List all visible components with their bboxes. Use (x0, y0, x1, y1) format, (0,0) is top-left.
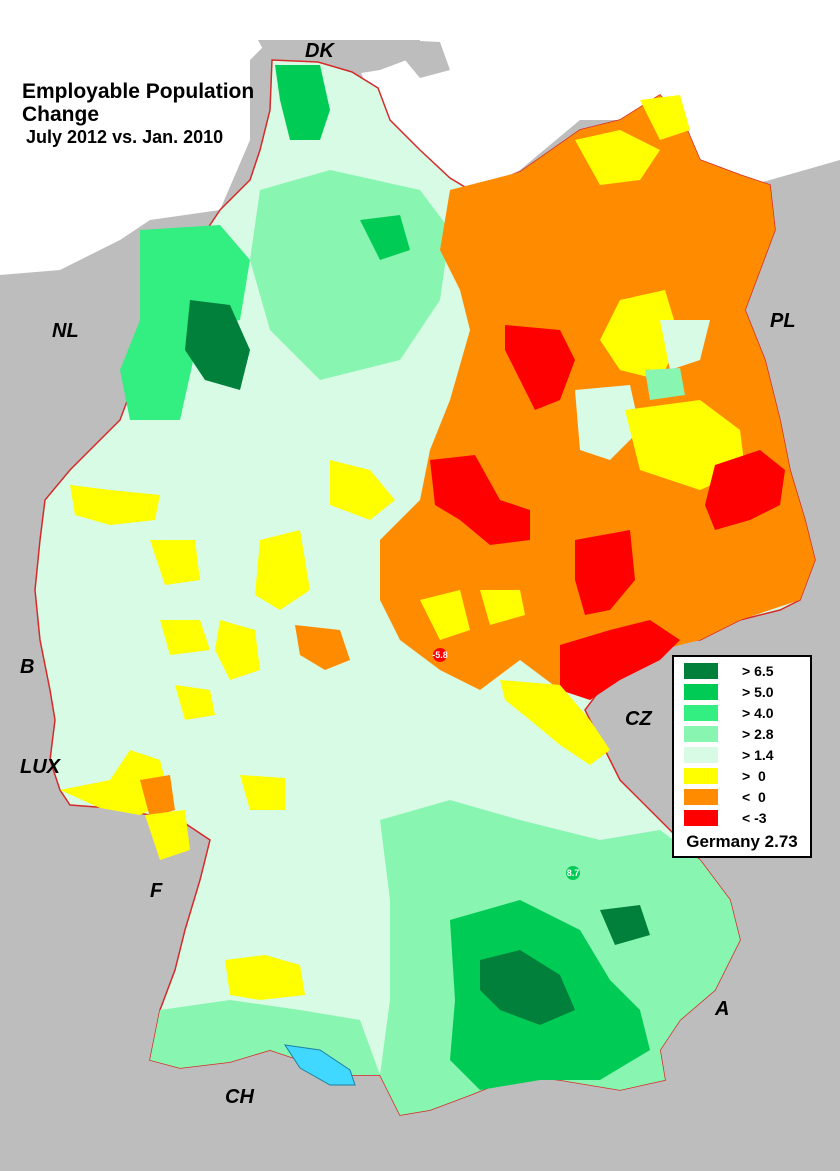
region-mannheim-yellow (240, 775, 285, 810)
legend-total: Germany 2.73 (686, 832, 798, 851)
legend-item: > 5.0 (684, 681, 804, 701)
legend-item: > 6.5 (684, 660, 804, 680)
region-nw-dark (185, 300, 250, 390)
title-subtitle: July 2012 vs. Jan. 2010 (26, 127, 224, 147)
max-value-marker: 8.7 (566, 866, 580, 880)
country-label-nl: NL (52, 320, 79, 342)
region-pfalz-yellow (145, 810, 190, 860)
legend-label: > 2.8 (742, 726, 774, 742)
legend-label: > 5.0 (742, 684, 774, 700)
legend-swatch (684, 663, 718, 679)
region-schleswig (275, 65, 330, 140)
region-mosel-yellow (160, 620, 210, 655)
legend-swatch (684, 810, 718, 826)
legend-item: > 0 (684, 765, 804, 785)
region-usedom-yellow (640, 95, 690, 140)
legend-item: < -3 (684, 807, 804, 827)
region-berlin-yellow (600, 290, 680, 380)
region-west-orange (295, 625, 350, 670)
region-erzgebirge-red (560, 620, 680, 700)
max-value-label: 8.7 (567, 868, 580, 878)
region-hamburg (360, 215, 410, 260)
country-label-b: B (20, 656, 35, 678)
legend-swatch (684, 705, 718, 721)
map-title: Employable Population Change July 2012 v… (22, 80, 254, 148)
title-line1: Employable Population (22, 80, 255, 103)
legend-label: < -3 (742, 810, 767, 826)
legend-label: > 1.4 (742, 747, 774, 763)
legend-label: > 4.0 (742, 705, 774, 721)
region-stendal-red (505, 325, 575, 410)
legend-swatch (684, 768, 718, 784)
country-label-cz: CZ (625, 708, 652, 730)
legend-label: > 6.5 (742, 663, 774, 679)
min-value-label: -5.8 (432, 650, 448, 660)
region-jena-yellow (480, 590, 525, 625)
region-rostock-yellow (575, 130, 660, 185)
legend-item: > 2.8 (684, 723, 804, 743)
country-label-ch: CH (225, 1086, 254, 1108)
region-potsdam-green (645, 368, 685, 400)
region-koblenz-yellow (150, 540, 200, 585)
legend-item: > 1.4 (684, 744, 804, 764)
region-saar-orange (140, 775, 175, 818)
dk-island (400, 40, 450, 78)
country-label-f: F (150, 880, 163, 902)
north-sea (0, 0, 840, 275)
country-label-dk: DK (305, 40, 334, 62)
legend-item: < 0 (684, 786, 804, 806)
region-ruhr-yellow (70, 485, 160, 525)
region-kassel-yellow (330, 460, 395, 520)
country-label-a: A (715, 998, 730, 1020)
region-saar-yellow (60, 750, 170, 815)
region-harz-red (430, 455, 530, 545)
region-thuringia-red (575, 530, 635, 615)
region-regensburg-dark (600, 905, 650, 945)
map-legend: > 6.5 > 5.0 > 4.0 > 2.8 > 1.4 > 0 < 0 (672, 655, 812, 858)
country-label-lux: LUX (20, 756, 60, 778)
region-bodensee-lake (283, 1044, 356, 1086)
legend-swatch (684, 726, 718, 742)
title-line2: Change (22, 103, 100, 126)
region-berlin-light (660, 320, 710, 370)
region-thuringia-yellow (420, 590, 470, 640)
country-label-pl: PL (770, 310, 796, 332)
region-nw-green (120, 225, 250, 420)
dk-land (258, 40, 420, 78)
region-rp-yellow (215, 620, 260, 680)
legend-swatch (684, 789, 718, 805)
legend-label: > 0 (742, 768, 766, 784)
legend-swatch (684, 684, 718, 700)
region-brandenburg-light (575, 385, 640, 460)
region-hunsruck-yellow (175, 685, 215, 720)
legend-label: < 0 (742, 789, 766, 805)
legend-swatch (684, 747, 718, 763)
region-munich-dark (480, 950, 575, 1025)
min-value-marker: -5.8 (432, 648, 448, 662)
region-vogtland-yellow (500, 680, 610, 765)
region-bw-yellow (225, 955, 305, 1000)
region-lausitz-red (705, 450, 785, 530)
legend-item: > 4.0 (684, 702, 804, 722)
region-hesse-yellow (255, 530, 310, 610)
